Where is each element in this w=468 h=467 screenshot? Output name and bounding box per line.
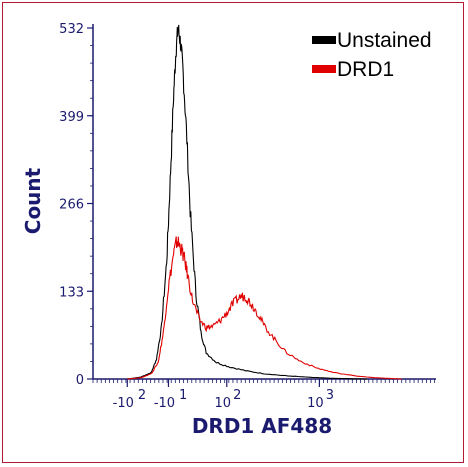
legend-label-unstained: Unstained	[337, 29, 432, 52]
x-tick-label: -10	[154, 396, 175, 411]
x-tick-exponent: 2	[233, 388, 241, 403]
y-tick-label: 399	[59, 110, 84, 125]
y-ticks: 0 133 266 399 532	[59, 22, 93, 388]
figure-frame	[2, 2, 464, 463]
y-tick-label: 0	[76, 373, 84, 388]
x-tick-exponent: 2	[138, 388, 146, 403]
x-tick-label: 10	[307, 396, 324, 411]
legend-swatch-drd1	[312, 65, 336, 73]
series-line-drd1	[127, 236, 402, 380]
legend: Unstained DRD1	[312, 29, 432, 81]
x-tick-label: 10	[214, 396, 231, 411]
x-tick-exponent: 1	[179, 388, 187, 403]
legend-label-drd1: DRD1	[337, 58, 394, 81]
y-tick-label: 133	[59, 285, 84, 300]
y-tick-label: 532	[59, 22, 84, 37]
x-axis-title: DRD1 AF488	[192, 414, 332, 438]
x-tick-label: -10	[113, 396, 134, 411]
series-line-unstained	[127, 24, 368, 380]
series-group	[127, 24, 402, 380]
y-axis-title: Count	[21, 167, 45, 234]
y-tick-label: 266	[59, 198, 84, 213]
legend-swatch-unstained	[312, 36, 336, 44]
x-tick-exponent: 3	[326, 388, 334, 403]
